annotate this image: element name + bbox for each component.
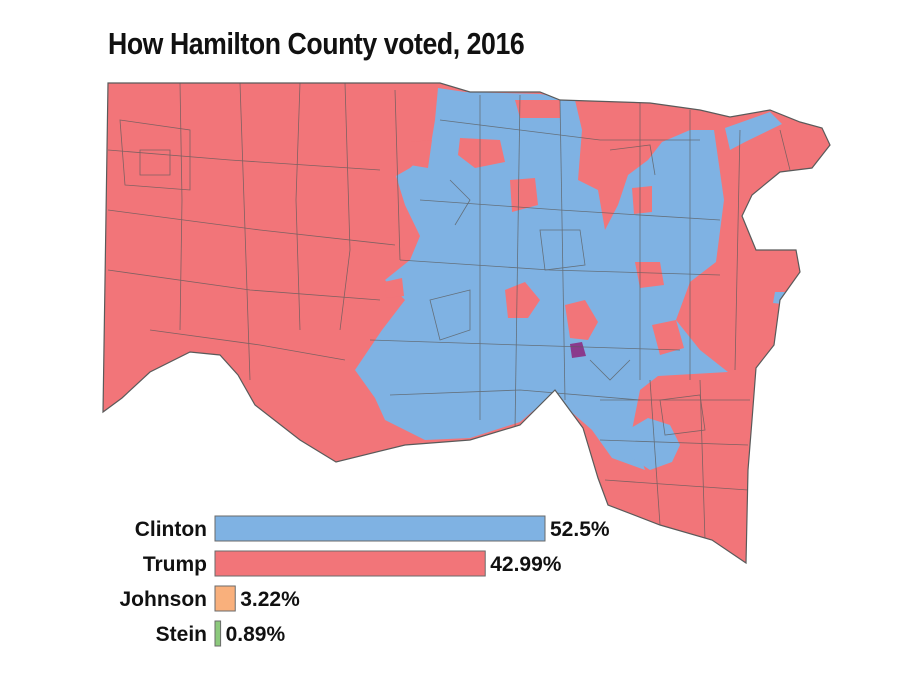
trump-island-north-3 <box>410 140 432 168</box>
trump-island-ne-1 <box>632 186 652 214</box>
trump-island-north-1 <box>458 138 505 168</box>
trump-island-mid-2 <box>505 282 540 318</box>
bar-johnson <box>214 585 236 612</box>
trump-island-north-2 <box>515 100 560 118</box>
trump-island-east-1 <box>635 262 664 288</box>
clinton-region-southeast <box>624 418 680 470</box>
candidate-label-clinton: Clinton <box>135 518 207 541</box>
value-label-clinton: 52.5% <box>550 518 610 541</box>
tie-precinct <box>570 342 586 358</box>
candidate-label-stein: Stein <box>156 623 207 646</box>
clinton-region-central <box>355 88 728 470</box>
bar-clinton <box>214 515 546 542</box>
bar-stein <box>214 620 222 647</box>
map-title: How Hamilton County voted, 2016 <box>108 26 525 61</box>
trump-island-east-2 <box>652 320 684 355</box>
trump-island-mid-1 <box>510 178 538 212</box>
precinct-boundaries <box>107 83 791 541</box>
value-label-stein: 0.89% <box>226 623 286 646</box>
candidate-label-johnson: Johnson <box>120 588 208 611</box>
trump-island-mid-3 <box>565 300 598 340</box>
trump-island-west-1 <box>384 278 404 298</box>
value-label-trump: 42.99% <box>490 553 562 576</box>
candidate-label-trump: Trump <box>143 553 207 576</box>
value-label-johnson: 3.22% <box>240 588 300 611</box>
bar-trump <box>214 550 486 577</box>
clinton-region-northeast <box>725 112 782 150</box>
